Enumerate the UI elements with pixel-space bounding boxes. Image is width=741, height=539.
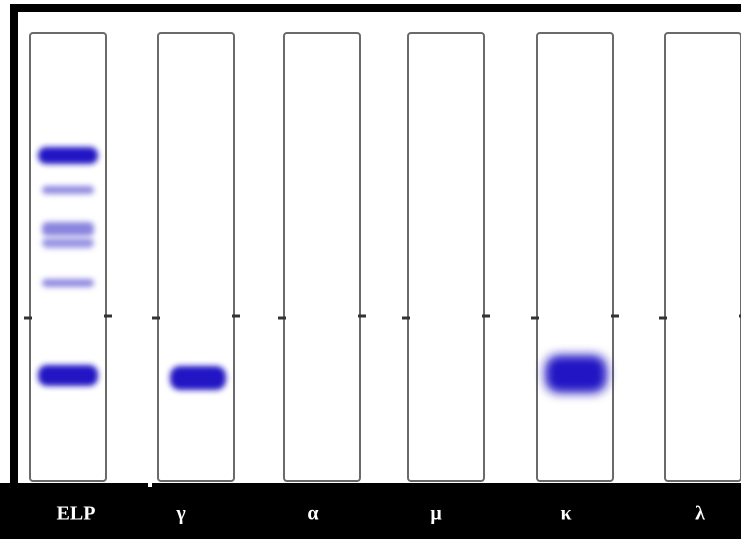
label-bar — [0, 483, 741, 539]
lane-label: κ — [560, 503, 571, 525]
band — [38, 147, 98, 164]
band — [42, 238, 94, 248]
lane-label: α — [307, 503, 318, 525]
background — [0, 0, 741, 539]
gamma-band — [170, 366, 226, 390]
label-bar-gap — [148, 479, 152, 487]
kappa-band — [545, 355, 607, 393]
band — [42, 222, 94, 236]
page: ELPγαμκλ (() => { const data = JSON.pars… — [0, 0, 741, 539]
band — [42, 279, 94, 287]
lane-label: ELP — [57, 503, 96, 525]
lane-label: λ — [695, 503, 705, 525]
frame-top — [10, 4, 741, 12]
lane-label: γ — [175, 503, 186, 525]
lane-label: μ — [430, 503, 442, 525]
band — [42, 186, 94, 194]
band — [38, 365, 98, 386]
frame-left — [10, 4, 18, 484]
gel-image: ELP γ α μ κ λ — [0, 0, 741, 539]
